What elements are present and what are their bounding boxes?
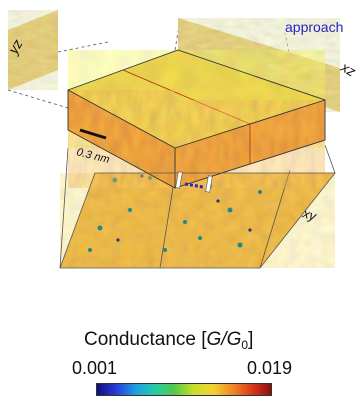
xz-plane	[178, 18, 340, 112]
xz-plane-label: xz	[338, 58, 359, 79]
colorbar-title: Conductance [G/G0]	[84, 330, 253, 351]
scale-bar	[79, 128, 107, 140]
colorbar-gradient	[96, 383, 272, 396]
slab-top	[68, 50, 325, 148]
colorbar-title-suffix: ]	[248, 329, 254, 350]
colorbar-title-subscript: 0	[241, 338, 249, 352]
colorbar-title-prefix: Conductance [	[84, 329, 207, 350]
box-edges	[59, 144, 336, 269]
plane-outlines	[59, 172, 336, 269]
xy-plane-dark-spots	[116, 174, 252, 242]
slab-outline	[67, 49, 326, 189]
yz-plane-label: yz	[4, 36, 25, 57]
colorbar-min-label: 0.001	[72, 358, 118, 378]
approach-label: approach	[285, 19, 344, 35]
colorbar-max-label: 0.019	[247, 358, 293, 378]
colorbar-title-symbol: G/G	[206, 329, 242, 350]
slab-front	[68, 90, 175, 188]
slab-right	[175, 100, 325, 188]
probe-icon	[175, 171, 213, 193]
xy-plane-spots	[88, 176, 262, 252]
yz-plane	[8, 10, 58, 90]
xy-plane-label: xy	[300, 205, 319, 224]
xy-plane	[60, 173, 335, 268]
